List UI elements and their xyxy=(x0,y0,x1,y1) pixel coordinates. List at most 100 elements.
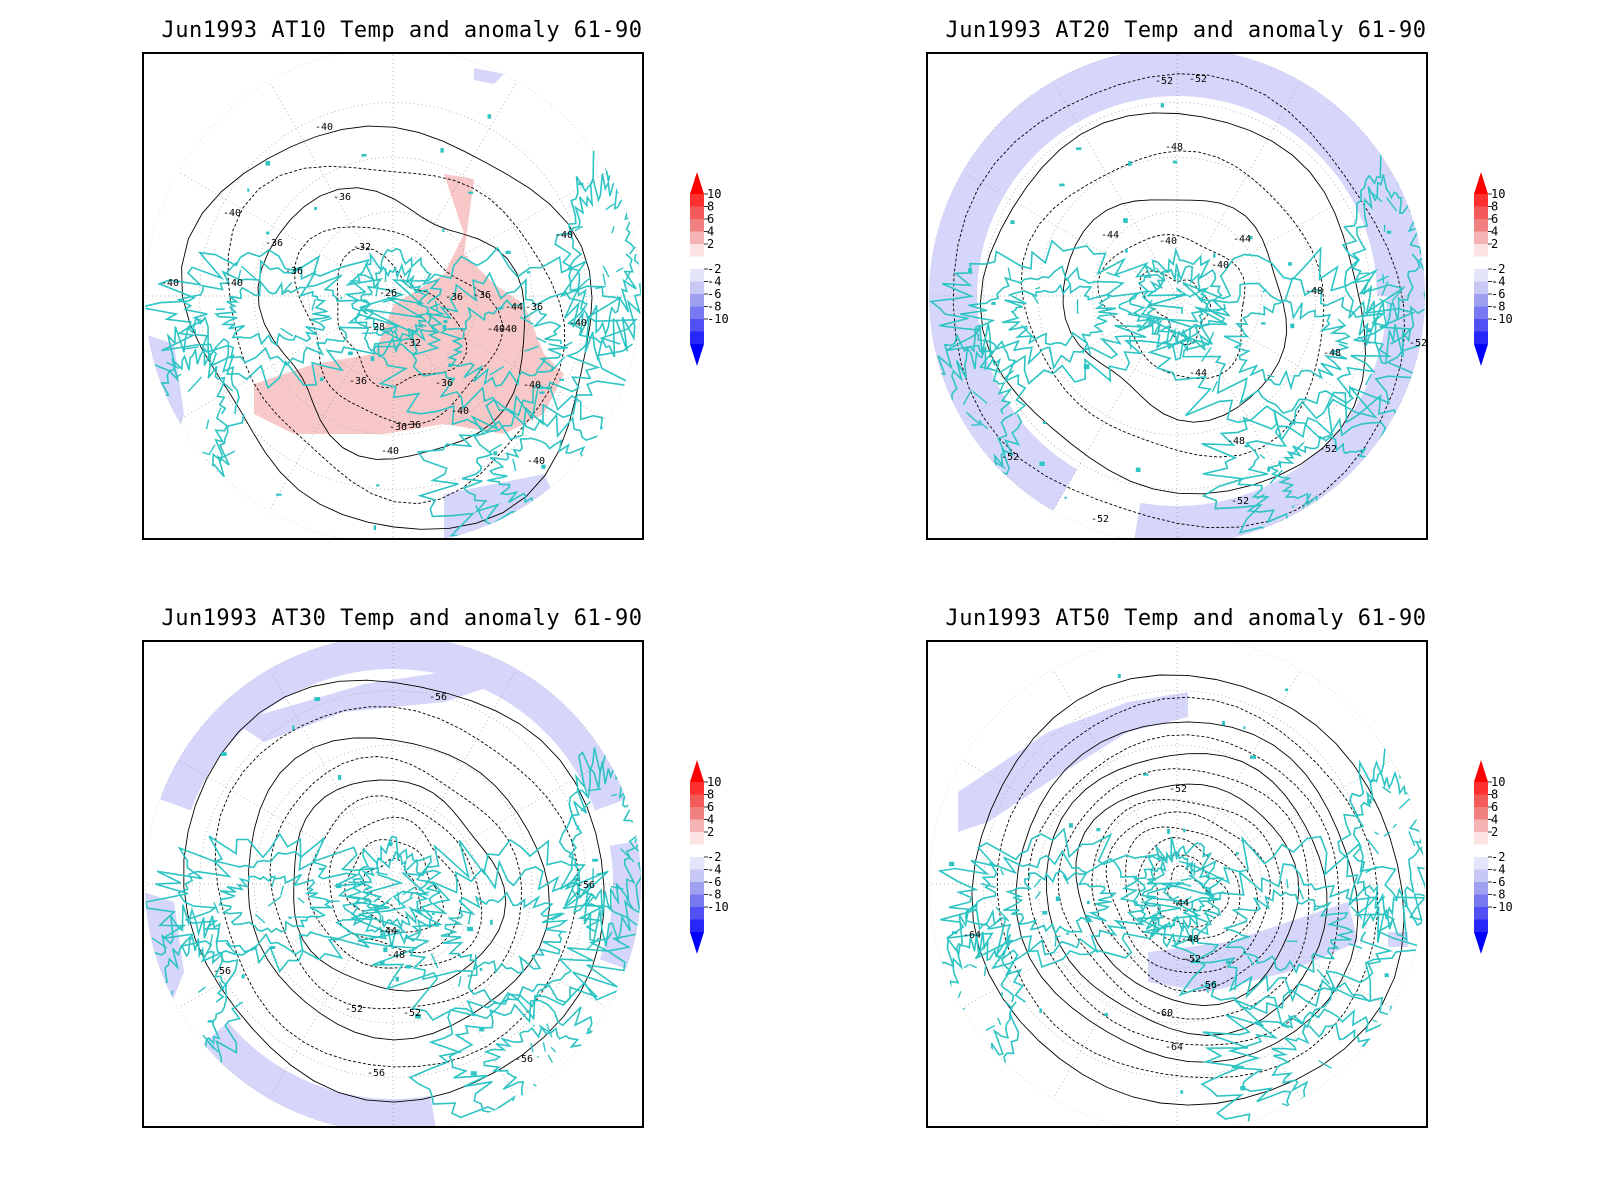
colorbar-tick-label: 6 xyxy=(707,800,714,814)
island xyxy=(1143,773,1149,776)
meridian-line xyxy=(178,295,394,421)
meridian-line xyxy=(392,669,518,885)
colorbar-box xyxy=(1474,331,1488,344)
border-segment xyxy=(535,358,547,372)
border-segment xyxy=(957,991,962,999)
contour-label: -40 xyxy=(1159,236,1177,247)
graticule xyxy=(145,642,641,1126)
contour-label: -36 xyxy=(389,422,407,433)
contour-line xyxy=(1062,199,1288,423)
colorbar-top-arrow xyxy=(690,172,704,194)
contour-line xyxy=(1097,234,1246,379)
border-segment xyxy=(458,976,462,987)
contour-label: -28 xyxy=(367,322,385,333)
island xyxy=(1085,918,1092,923)
border-segment xyxy=(418,323,427,328)
coastline-segment xyxy=(1146,246,1425,442)
island xyxy=(1125,248,1128,253)
island xyxy=(448,363,453,367)
meridian-line xyxy=(1176,81,1302,297)
border-segment xyxy=(1386,197,1398,212)
border-segment xyxy=(1176,287,1182,292)
island xyxy=(319,867,325,871)
latitude-circle xyxy=(983,690,1371,1078)
border-segment xyxy=(236,269,242,285)
island xyxy=(270,946,276,949)
meridian-line xyxy=(962,295,1178,421)
contour-label: -36 xyxy=(333,192,351,203)
contour-line xyxy=(293,779,507,992)
border-segment xyxy=(602,265,610,278)
border-segment xyxy=(1363,1092,1374,1104)
colorbar-tick-label: 2 xyxy=(707,825,714,839)
coastline-segment xyxy=(177,850,371,956)
border-segment xyxy=(586,937,600,950)
colorbar-box xyxy=(1474,294,1488,307)
colorbar-box xyxy=(1474,894,1488,907)
coastline-segment xyxy=(218,873,334,934)
coastline-segment xyxy=(964,849,1146,956)
border-segment xyxy=(498,306,505,311)
colorbar-box xyxy=(1474,882,1488,895)
border-segment xyxy=(1216,307,1225,312)
island xyxy=(1244,444,1249,448)
border-segment xyxy=(611,793,618,797)
contour-label: -48 xyxy=(1181,934,1199,945)
island xyxy=(1367,799,1372,804)
meridian-line xyxy=(1176,883,1302,1099)
coastline-segment xyxy=(1223,299,1351,391)
colorbar-box xyxy=(690,782,704,795)
cold-anomaly-region xyxy=(929,54,1425,296)
border-segment xyxy=(995,906,1010,922)
colorbar-box xyxy=(1474,807,1488,820)
island xyxy=(1083,364,1090,370)
panel-title: Jun1993 AT20 Temp and anomaly 61-90 xyxy=(945,18,1427,43)
island xyxy=(1221,721,1225,726)
border-segment xyxy=(320,317,332,323)
border-segment xyxy=(1374,831,1379,836)
border-segment xyxy=(1286,879,1289,889)
island xyxy=(442,324,447,330)
latitude-circle xyxy=(253,744,533,1024)
cold-anomaly-region xyxy=(201,1022,437,1126)
polar-map: -56 -56 -44 -48 -56 -52 -52 -56 -56 xyxy=(142,640,644,1128)
coastline-segment xyxy=(359,851,430,931)
colorbar-tick-label: -4 xyxy=(707,275,721,289)
contour-label: -56 xyxy=(367,1068,385,1079)
border-segment xyxy=(617,466,626,479)
island xyxy=(319,377,324,381)
colorbar-box xyxy=(690,807,704,820)
colorbar-box xyxy=(1474,281,1488,294)
island xyxy=(266,231,270,235)
island xyxy=(442,229,445,233)
latitude-circle xyxy=(199,102,587,490)
colorbar-box xyxy=(690,819,704,832)
border-segment xyxy=(225,942,239,956)
border-segment xyxy=(978,419,982,423)
border-segment xyxy=(267,896,282,907)
border-segment xyxy=(254,913,266,924)
contour-label: -40 xyxy=(223,208,241,219)
border-segment xyxy=(1086,341,1092,355)
coastline-segment xyxy=(403,859,613,1005)
colorbar-tick-label: 2 xyxy=(707,237,714,251)
meridian-line xyxy=(268,883,394,1099)
colorbar-box xyxy=(690,882,704,895)
border-segment xyxy=(967,456,974,463)
border-segment xyxy=(402,886,416,896)
coastline-segment xyxy=(411,271,603,417)
contour-label: -36 xyxy=(403,420,421,431)
border-segment xyxy=(475,505,484,520)
coastline-segment xyxy=(1222,888,1354,975)
island xyxy=(1068,823,1073,828)
border-segment xyxy=(1350,906,1363,919)
border-segment xyxy=(969,963,978,969)
panel-title: Jun1993 AT10 Temp and anomaly 61-90 xyxy=(161,18,643,43)
border-segment xyxy=(271,875,276,888)
border-segment xyxy=(1262,288,1267,293)
colorbar-tick-label: 4 xyxy=(707,813,714,827)
border-segment xyxy=(575,825,580,831)
border-segment xyxy=(1054,935,1057,947)
meridian-line xyxy=(392,295,608,421)
